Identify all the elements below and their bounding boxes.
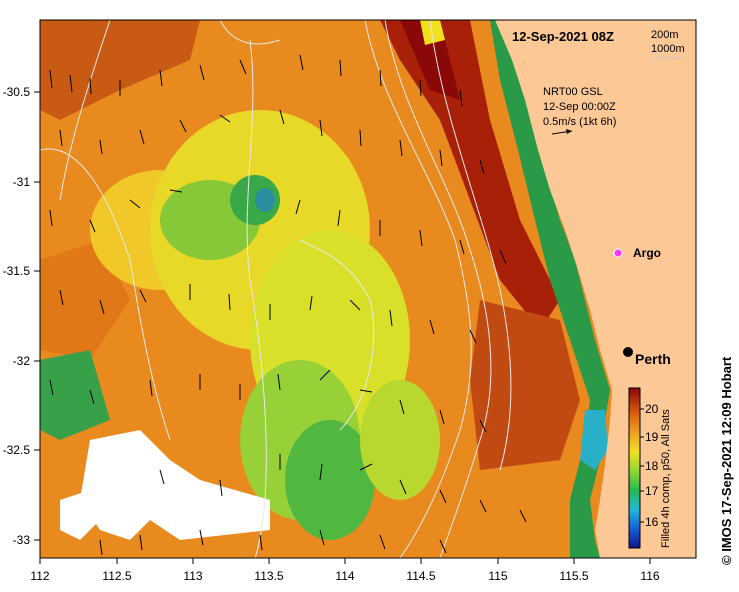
colorbar-tick: 16 <box>645 515 659 529</box>
contour-legend-200m: 200m <box>651 29 679 41</box>
x-tick-label: 114 <box>335 569 354 583</box>
map-timestamp: 12-Sep-2021 08Z <box>512 29 614 44</box>
perth-marker: Perth <box>623 347 671 367</box>
current-vectors <box>49 54 527 556</box>
x-tick-label: 112.5 <box>102 569 131 583</box>
contour-legend-1000m: 1000m <box>651 43 685 55</box>
x-tick-label: 115.5 <box>559 569 588 583</box>
colorbar-tick: 19 <box>645 430 659 444</box>
x-tick-label: 114.5 <box>406 569 435 583</box>
credit-text: © IMOS 17-Sep-2021 12:09 Hobart <box>719 356 734 565</box>
current-source: NRT00 GSL <box>543 86 603 98</box>
y-tick-label: -32 <box>13 354 31 368</box>
y-tick-label: -32.5 <box>3 443 31 457</box>
land <box>495 20 696 558</box>
colorbar-label: Filled 4h comp, p50, All Sats <box>660 409 672 548</box>
perth-label: Perth <box>635 351 671 367</box>
colorbar-tick: 17 <box>645 484 659 498</box>
colorbar-tick: 20 <box>645 402 659 416</box>
y-tick-label: -33 <box>13 533 31 547</box>
colorbar-tick: 18 <box>645 459 659 473</box>
current-time: 12-Sep 00:00Z <box>543 101 616 113</box>
y-tick-label: -31 <box>13 175 31 189</box>
coastal-strip <box>490 20 610 558</box>
x-tick-label: 113 <box>183 569 202 583</box>
x-tick-label: 115 <box>488 569 507 583</box>
argo-label: Argo <box>633 246 661 260</box>
x-tick-label: 113.5 <box>254 569 283 583</box>
contour-legend: 200m 1000m <box>650 29 685 59</box>
x-axis-ticks <box>39 558 651 564</box>
bathymetry-contours <box>40 20 512 558</box>
scale-arrow-icon <box>551 129 573 135</box>
y-tick-label: -31.5 <box>3 264 31 278</box>
x-tick-label: 112 <box>30 569 49 583</box>
colorbar: 16 17 18 19 20 <box>628 387 659 549</box>
current-legend: NRT00 GSL 12-Sep 00:00Z 0.5m/s (1kt 6h) <box>543 86 616 135</box>
coastal-cool-water <box>580 410 608 470</box>
x-axis-labels: 112 112.5 113 113.5 114 114.5 115 115.5 … <box>30 569 659 583</box>
y-axis-ticks <box>34 91 40 541</box>
x-tick-label: 116 <box>640 569 659 583</box>
plot-frame <box>39 19 697 559</box>
argo-marker: Argo <box>613 246 661 260</box>
y-tick-label: -30.5 <box>3 85 31 99</box>
current-scale: 0.5m/s (1kt 6h) <box>543 116 616 128</box>
y-axis-labels: -30.5 -31 -31.5 -32 -32.5 -33 <box>3 85 31 547</box>
